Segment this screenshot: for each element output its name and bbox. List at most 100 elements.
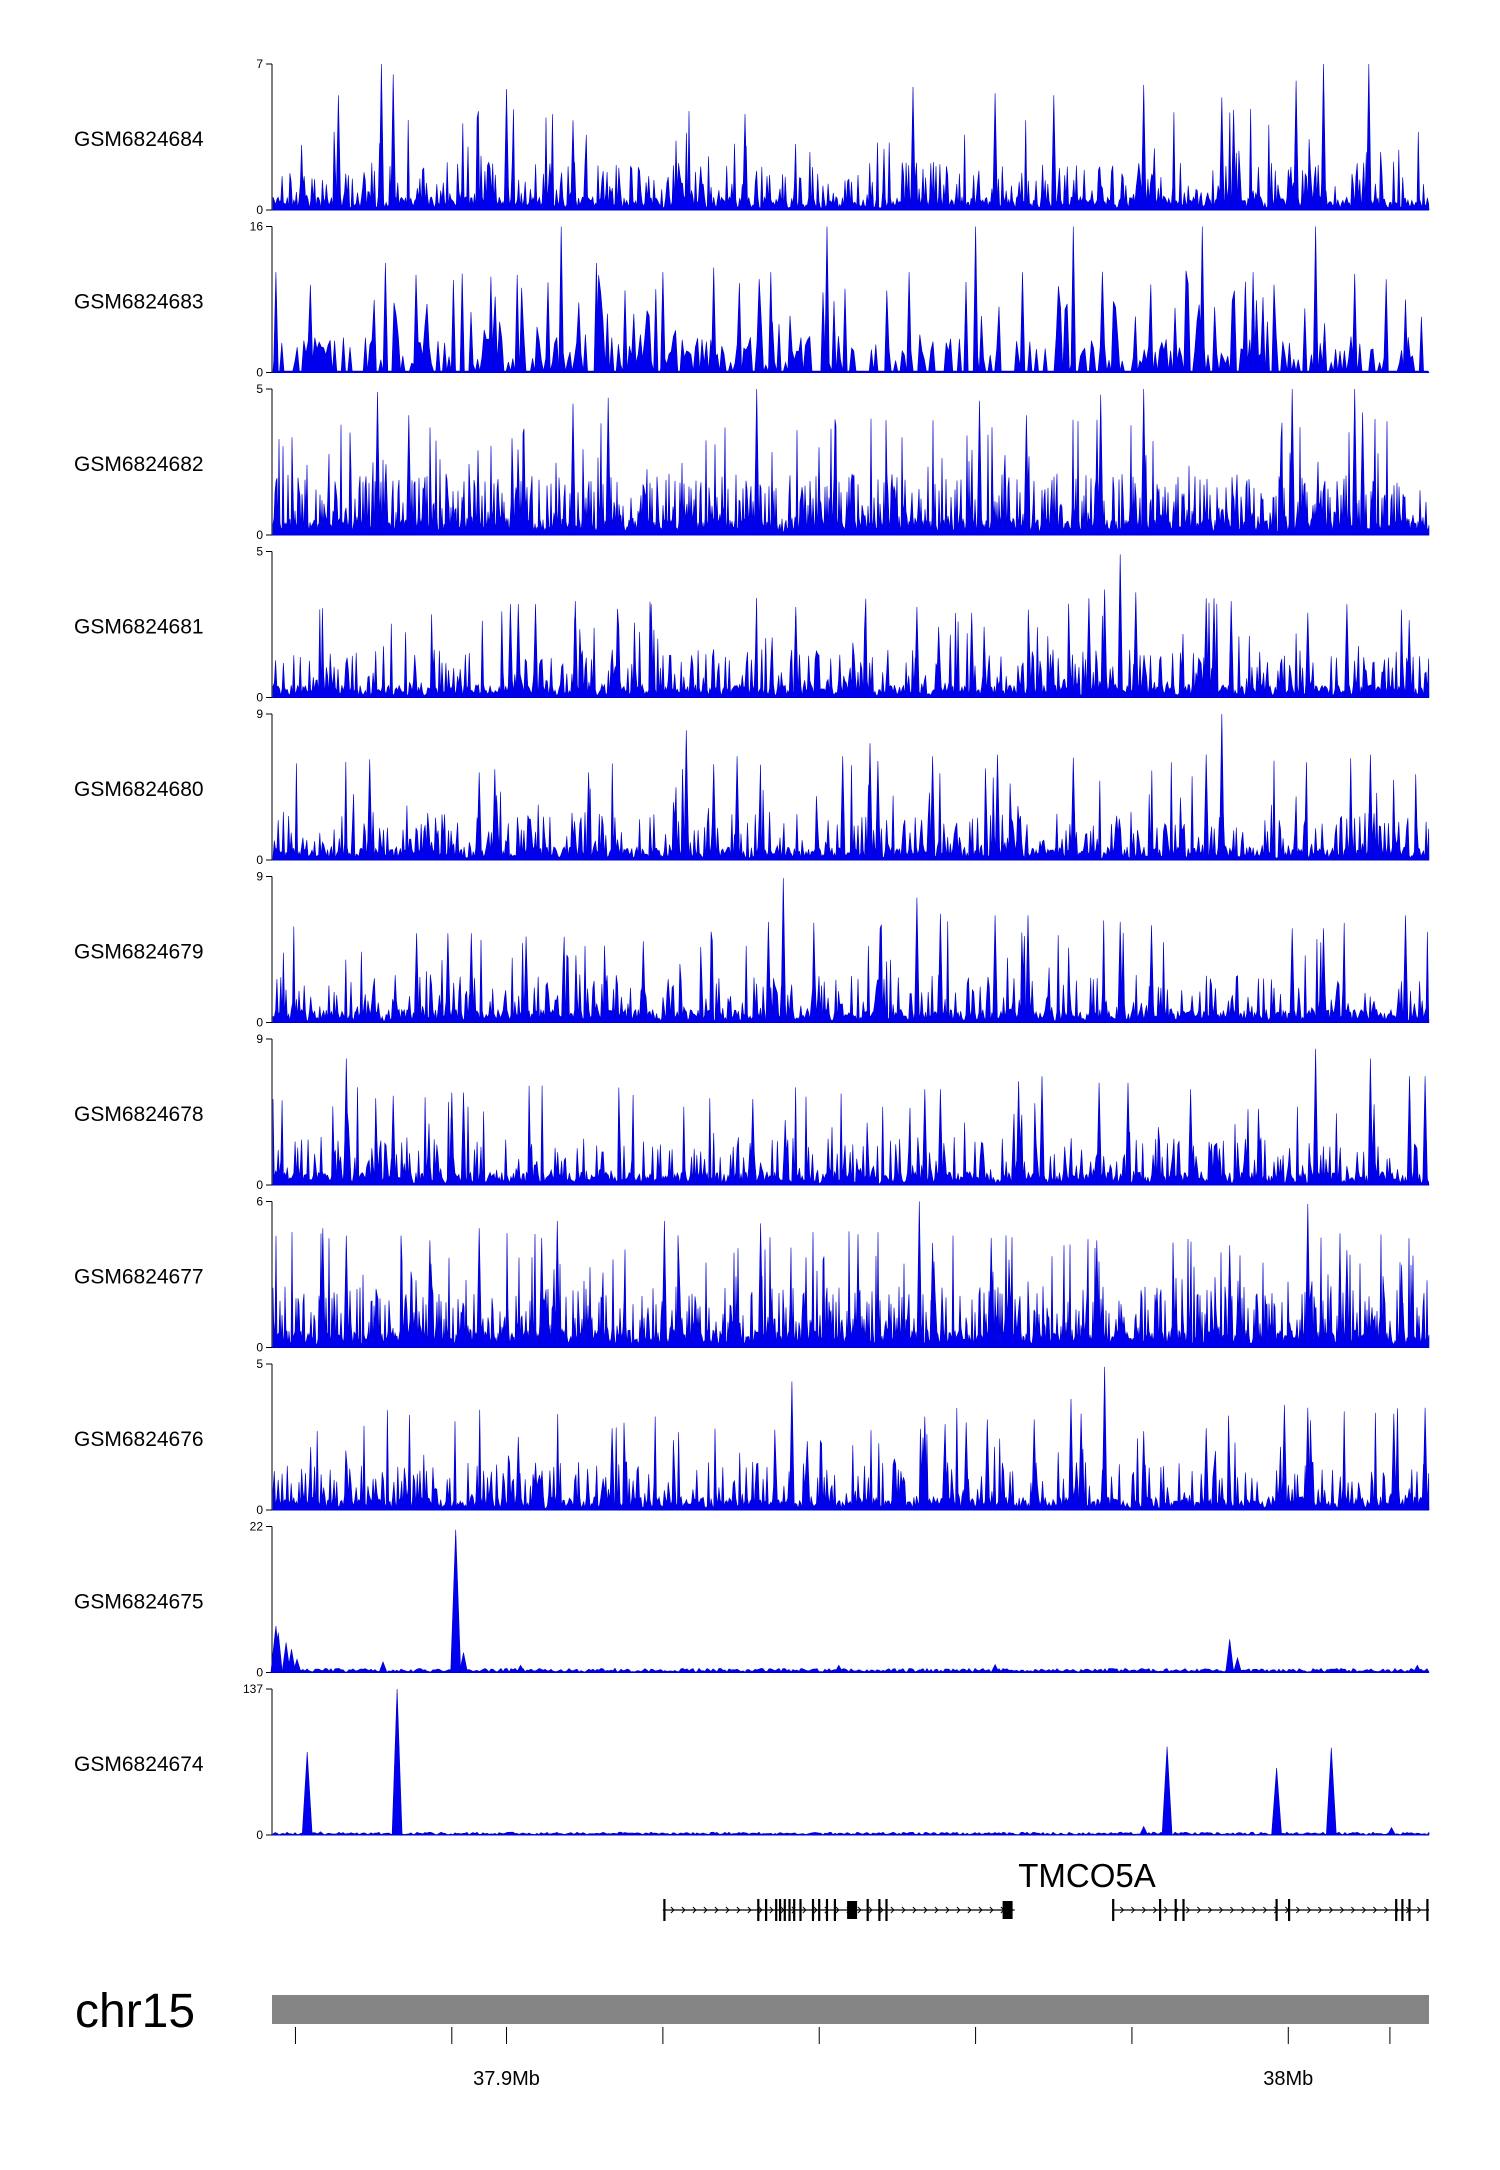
signal-peak [273,272,279,373]
strand-arrow [1120,1906,1125,1914]
signal-peak [734,756,740,861]
signal-peak [1096,1082,1102,1186]
strand-arrow [1241,1906,1246,1914]
strand-arrow [769,1906,774,1914]
signal-peak [449,1092,455,1186]
gene-track: TMCO5A [662,1857,1429,1921]
signal-peak [765,921,772,1023]
strand-arrow [1417,1906,1422,1914]
track-GSM6824676: GSM6824676 5 0 [74,1357,1430,1517]
exon [757,1899,760,1921]
y-max-label: 6 [256,1195,263,1209]
signal-peak [1203,754,1209,861]
strand-arrow [945,1906,950,1914]
signal-peak [1219,97,1225,211]
signal-peak [515,604,522,698]
exon [1174,1899,1177,1921]
signal-peak [839,756,846,861]
signal-peak [793,606,799,698]
signal-peak [1133,592,1139,698]
signal-peak [1019,272,1026,373]
signal-peak [661,1220,668,1348]
y-max-label: 5 [256,382,263,396]
strand-arrow [1362,1906,1367,1914]
exon [765,1899,768,1921]
signal-peak [1320,63,1327,211]
signal-peak [1325,1747,1337,1836]
y-max-label: 137 [243,1682,263,1696]
strand-arrow [857,1906,862,1914]
signal-peak [1366,63,1372,211]
signal-peak [1305,612,1311,698]
strand-arrow [1263,1906,1268,1914]
y-max-label: 16 [250,220,264,234]
exon [793,1899,796,1921]
strand-arrow [1329,1906,1334,1914]
gene-name-label: TMCO5A [1018,1857,1156,1894]
genomic-axis: 37.9Mb 38Mb [294,2027,1391,2090]
signal-peak [1015,1081,1022,1186]
signal-peak [406,415,412,536]
exon [1395,1899,1398,1921]
transcript-2 [1112,1899,1429,1921]
signal-peak [335,95,342,211]
chromosome-ideogram: chr15 [75,1985,1429,2038]
signal-peak [390,1095,396,1186]
track-GSM6824680: GSM6824680 9 0 [74,707,1430,867]
strand-arrow [1318,1906,1323,1914]
strand-arrow [1153,1906,1158,1914]
strand-arrow [835,1906,840,1914]
signal-peak [390,74,396,211]
signal-peak [343,1235,350,1348]
signal-peak [914,897,920,1023]
exon [799,1899,802,1921]
strand-arrow [1351,1906,1356,1914]
signal-peak [937,913,944,1023]
signal-peak [532,604,539,698]
exon [779,1899,782,1921]
track-GSM6824683: GSM6824683 16 0 [74,220,1430,380]
signal-peak [990,1663,1000,1673]
signal-peak [378,63,385,211]
y-min-label: 0 [256,1178,263,1192]
track-label: GSM6824681 [74,616,204,639]
y-min-label: 0 [256,1828,263,1842]
signal-peak [488,276,494,373]
exon [783,1899,786,1921]
strand-arrow [1252,1906,1257,1914]
signal-peak [963,1422,969,1511]
signal-peak [1148,925,1155,1023]
exon [833,1899,836,1921]
signal-peak [937,1089,944,1186]
signal-peak [538,1237,545,1348]
signal-tracks: GSM682468470GSM6824683160GSM682468250GSM… [74,57,1430,1842]
signal-peak [780,878,787,1023]
signal-peak [1070,757,1077,861]
strand-arrow [681,1906,686,1914]
signal-peak [476,1228,482,1348]
strand-arrow [802,1906,807,1914]
signal-peak [1140,84,1147,211]
signal-peak [1051,95,1057,211]
track-label: GSM6824677 [74,1266,204,1289]
signal-peak [374,391,381,536]
y-min-label: 0 [256,1016,263,1030]
exon [1426,1899,1429,1921]
track-GSM6824675: GSM6824675 22 0 [74,1520,1430,1680]
strand-arrow [1296,1906,1301,1914]
signal-peak [1230,109,1237,211]
track-label: GSM6824676 [74,1428,204,1451]
exon [1288,1899,1291,1921]
signal-peak [1320,928,1327,1023]
track-GSM6824677: GSM6824677 6 0 [74,1195,1430,1355]
signal-peak [1312,226,1319,373]
signal-area [272,920,1430,1023]
y-min-label: 0 [256,691,263,705]
signal-peak [984,1419,991,1511]
signal-peak [1367,1058,1374,1186]
signal-peak [1203,1428,1209,1511]
signal-peak [1312,1048,1319,1186]
signal-peak [1359,412,1366,536]
y-max-label: 5 [256,1357,263,1371]
signal-peak [910,86,916,211]
